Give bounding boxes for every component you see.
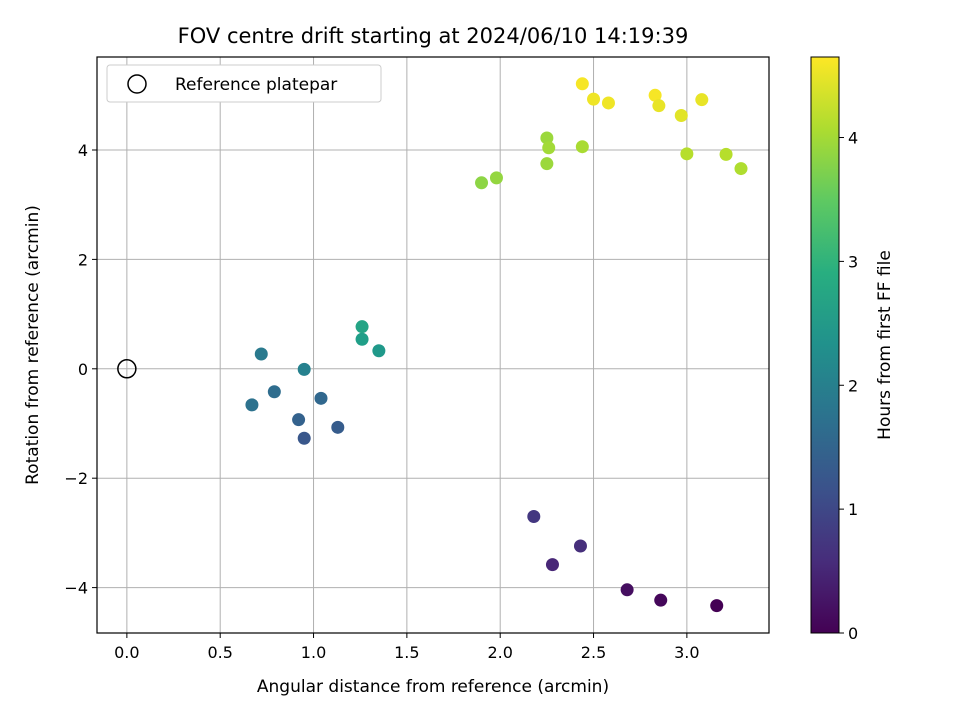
y-axis-label: Rotation from reference (arcmin) xyxy=(23,205,43,485)
scatter-point xyxy=(620,583,634,597)
x-axis-label: Angular distance from reference (arcmin) xyxy=(257,677,609,697)
scatter-point xyxy=(719,147,733,161)
scatter-point xyxy=(652,99,666,113)
scatter-point xyxy=(475,176,489,190)
colorbar-tick-label: 2 xyxy=(848,376,858,395)
x-tick-label: 2.5 xyxy=(581,643,606,662)
x-tick-label: 0.5 xyxy=(207,643,232,662)
x-tick-label: 1.0 xyxy=(301,643,326,662)
scatter-point xyxy=(710,599,724,613)
scatter-point xyxy=(314,391,328,405)
y-axis-ticks: −4 −2 0 2 4 xyxy=(64,141,97,598)
scatter-point xyxy=(355,320,369,334)
grid xyxy=(97,57,769,633)
scatter-point xyxy=(680,147,694,161)
x-tick-label: 0.0 xyxy=(114,643,139,662)
scatter-point xyxy=(489,171,503,185)
scatter-point xyxy=(648,88,662,102)
scatter-point xyxy=(575,77,589,91)
colorbar-tick-label: 3 xyxy=(848,252,858,271)
scatter-point xyxy=(575,140,589,154)
x-tick-label: 1.5 xyxy=(394,643,419,662)
y-tick-label: 4 xyxy=(78,141,88,160)
y-tick-label: 2 xyxy=(78,250,88,269)
legend-marker xyxy=(127,74,147,94)
scatter-point xyxy=(267,385,281,399)
legend-entry: Reference platepar xyxy=(175,75,337,95)
scatter-point xyxy=(527,509,541,523)
scatter-point xyxy=(695,93,709,107)
x-axis-ticks: 0.0 0.5 1.0 1.5 2.0 2.5 3.0 xyxy=(114,633,700,662)
scatter-point xyxy=(542,141,556,155)
x-tick-label: 2.0 xyxy=(487,643,512,662)
y-tick-label: −2 xyxy=(64,469,88,488)
reference-marker xyxy=(117,359,137,379)
scatter-point xyxy=(654,593,668,607)
scatter-point xyxy=(372,344,386,358)
scatter-point xyxy=(601,96,615,110)
legend-box xyxy=(106,64,382,103)
scatter-point xyxy=(573,539,587,553)
y-tick-label: −4 xyxy=(64,579,88,598)
colorbar-ticks: 0 1 2 3 4 xyxy=(839,129,858,643)
scatter-point xyxy=(540,157,554,171)
scatter-point xyxy=(331,420,345,434)
scatter-point xyxy=(297,362,311,376)
scatter-point xyxy=(292,413,306,427)
scatter-point xyxy=(254,347,268,361)
scatter-point xyxy=(674,109,688,123)
scatter-points xyxy=(245,77,748,613)
scatter-point xyxy=(587,92,601,106)
scatter-point xyxy=(355,332,369,346)
colorbar-label: Hours from first FF file xyxy=(875,250,895,440)
y-tick-label: 0 xyxy=(78,360,88,379)
scatter-point xyxy=(540,131,554,145)
legend: Reference platepar xyxy=(106,64,382,103)
scatter-point xyxy=(245,398,259,412)
chart-title: FOV centre drift starting at 2024/06/10 … xyxy=(178,24,689,48)
scatter-point xyxy=(297,431,311,445)
colorbar xyxy=(810,56,840,634)
colorbar-tick-label: 1 xyxy=(848,500,858,519)
plot-frame xyxy=(96,56,770,634)
colorbar-tick-label: 0 xyxy=(848,624,858,643)
scatter-point xyxy=(545,558,559,572)
colorbar-tick-label: 4 xyxy=(848,129,858,148)
scatter-point xyxy=(734,162,748,176)
x-tick-label: 3.0 xyxy=(674,643,699,662)
